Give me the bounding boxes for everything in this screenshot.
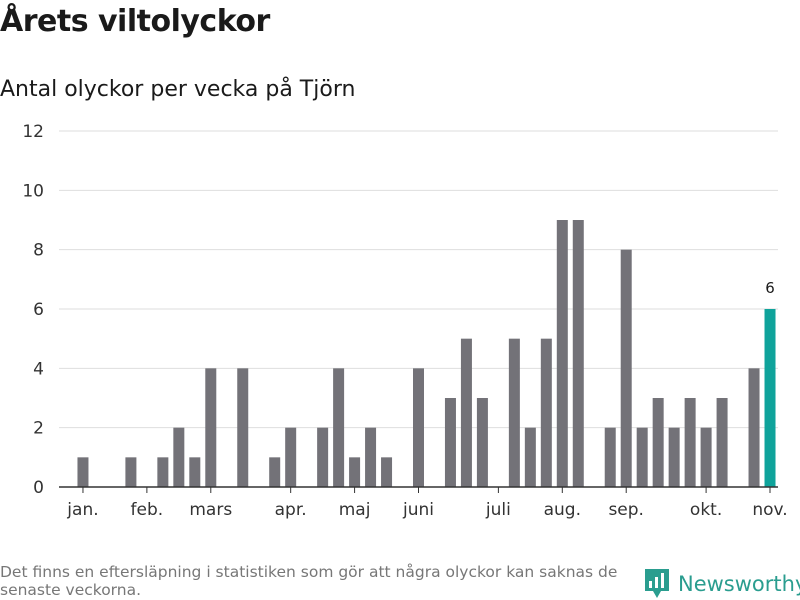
bar — [604, 427, 616, 487]
bar-chart: 0 2 4 6 8 10 12 jan. feb. mars apr. maj juni juli aug… — [22, 122, 788, 520]
bars — [77, 220, 776, 487]
x-tick-label: sep. — [608, 500, 644, 520]
bar — [476, 398, 488, 487]
x-tick-label: aug. — [544, 500, 581, 520]
bar — [620, 249, 632, 487]
newsworthy-logo-icon — [645, 569, 669, 598]
bar — [716, 398, 728, 487]
bar — [572, 220, 584, 487]
y-tick-label: 8 — [33, 241, 44, 261]
bar — [157, 457, 169, 487]
bar — [508, 338, 520, 487]
bar — [173, 427, 185, 487]
bar — [285, 427, 297, 487]
bar — [524, 427, 536, 487]
x-tick-label: juni — [402, 500, 434, 520]
y-tick-label: 6 — [33, 300, 44, 320]
chart-subtitle: Antal olyckor per vecka på Tjörn — [0, 77, 356, 102]
bar — [444, 398, 456, 487]
bar — [205, 368, 217, 487]
x-tick-label: jan. — [66, 500, 98, 520]
x-tick-label: juli — [485, 500, 511, 520]
x-tick-label: nov. — [752, 500, 787, 520]
bar — [125, 457, 137, 487]
bar — [636, 427, 648, 487]
y-tick-label: 2 — [33, 419, 44, 439]
bar — [317, 427, 329, 487]
data-label: 6 — [765, 279, 775, 297]
bar — [333, 368, 345, 487]
bar — [237, 368, 249, 487]
bar — [365, 427, 377, 487]
bar — [748, 368, 760, 487]
x-axis-ticks: jan. feb. mars apr. maj juni juli aug. sep. okt. n… — [59, 486, 788, 520]
bar-highlight — [764, 309, 776, 487]
y-tick-label: 0 — [33, 478, 44, 498]
x-tick-label: okt. — [690, 500, 722, 520]
bar — [381, 457, 393, 487]
bar — [556, 220, 568, 487]
bar — [269, 457, 281, 487]
brand-name: Newsworthy — [678, 572, 800, 596]
y-tick-label: 4 — [33, 359, 44, 379]
chart-title: Årets viltolyckor — [0, 4, 270, 39]
y-axis-ticks: 0 2 4 6 8 10 12 — [22, 122, 44, 498]
y-tick-label: 10 — [22, 181, 44, 201]
bar — [668, 427, 680, 487]
bar — [349, 457, 361, 487]
x-tick-label: mars — [189, 500, 232, 520]
bar — [540, 338, 552, 487]
bar — [77, 457, 89, 487]
data-labels: 6 — [765, 279, 775, 297]
x-tick-label: maj — [339, 500, 371, 520]
bar — [460, 338, 472, 487]
bar — [413, 368, 424, 487]
brand[interactable]: Newsworthy — [645, 569, 800, 599]
y-tick-label: 12 — [22, 122, 44, 142]
bar — [189, 457, 201, 487]
x-tick-label: feb. — [131, 500, 164, 520]
bar — [700, 427, 712, 487]
bar — [652, 398, 664, 487]
x-tick-label: apr. — [275, 500, 307, 520]
footnote: Det finns en eftersläpning i statistiken… — [0, 563, 618, 599]
bar — [684, 398, 696, 487]
